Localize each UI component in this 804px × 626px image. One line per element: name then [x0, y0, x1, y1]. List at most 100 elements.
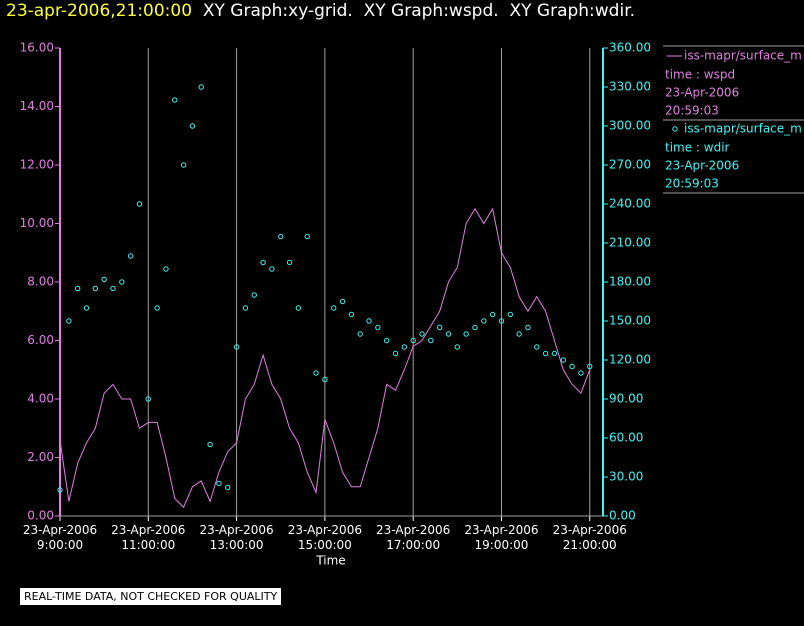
wdir-point [436, 324, 443, 331]
x-tick-label: 23-Apr-2006 13:00:00 [199, 523, 274, 552]
y2-tick-label: 360.00 [609, 41, 651, 55]
wdir-point [295, 305, 302, 311]
wdir-point [242, 305, 249, 311]
wdir-point [225, 484, 231, 491]
wdir-point [472, 324, 478, 331]
quality-note: REAL-TIME DATA, NOT CHECKED FOR QUALITY [20, 588, 282, 605]
wdir-point [489, 311, 496, 318]
wdir-point [445, 331, 452, 337]
wdir-point [313, 370, 319, 376]
y2-tick-label: 270.00 [609, 158, 651, 172]
wdir-point [507, 311, 513, 318]
wdir-point [357, 331, 363, 337]
wdir-point [322, 376, 328, 383]
y-tick-label: 12.00 [20, 158, 54, 172]
x-tick-label: 23-Apr-2006 9:00:00 [22, 523, 98, 552]
wdir-point [525, 324, 531, 331]
wdir-point [428, 337, 434, 344]
y2-tick-label: 240.00 [609, 197, 651, 211]
wdir-point [233, 344, 240, 350]
y2-tick-label: 120.00 [609, 353, 651, 367]
legend-detail: time : wdir [665, 141, 730, 155]
title-time: 23-apr-2006,21:00:00 [6, 1, 193, 21]
legend-swatch [672, 126, 678, 132]
wdir-point [74, 285, 81, 292]
wdir-point [560, 357, 566, 363]
y-tick-label: 14.00 [20, 99, 54, 113]
wdir-point [348, 311, 355, 318]
wdir-point [154, 305, 160, 311]
wdir-point [516, 331, 522, 337]
wdir-point [83, 305, 90, 311]
wdir-point [251, 292, 257, 298]
x-tick-label: 23-Apr-2006 11:00:00 [111, 523, 186, 552]
y2-tick-label: 300.00 [609, 119, 651, 133]
wdir-point [286, 259, 293, 266]
y-tick-label: 8.00 [27, 275, 54, 289]
legend-detail: 20:59:03 [665, 177, 719, 191]
wdir-point [278, 233, 284, 240]
y-tick-label: 6.00 [27, 333, 54, 347]
wdir-point [481, 318, 487, 324]
y-tick-label: 4.00 [27, 392, 54, 406]
wdir-point [163, 266, 169, 272]
wdir-point [551, 350, 558, 357]
wdir-point [419, 331, 425, 337]
wdir-point [366, 318, 372, 324]
wdir-point [578, 370, 584, 376]
wdir-point [207, 441, 213, 448]
y2-tick-label: 210.00 [609, 236, 651, 250]
legend-label: iss-mapr/surface_m [684, 122, 802, 136]
y2-tick-label: 30.00 [609, 470, 643, 484]
wdir-point [463, 331, 469, 337]
title: 23-apr-2006,21:00:00 XY Graph:xy-grid. X… [6, 1, 635, 21]
wdir-point [534, 344, 540, 350]
wdir-point [331, 305, 337, 311]
wdir-point [498, 318, 505, 324]
wdir-point [269, 266, 275, 272]
wdir-point [92, 285, 99, 292]
y-tick-label: 16.00 [20, 41, 54, 55]
y2-tick-label: 180.00 [609, 275, 651, 289]
y2-tick-label: 330.00 [609, 80, 651, 94]
y2-tick-label: 150.00 [609, 314, 651, 328]
wdir-point [375, 324, 381, 331]
y-tick-label: 0.00 [27, 509, 54, 523]
wdir-point [66, 318, 72, 324]
y-tick-label: 10.00 [20, 216, 54, 230]
wdir-point [569, 363, 575, 370]
wdir-point [401, 344, 408, 350]
legend-detail: 20:59:03 [665, 104, 719, 118]
y2-tick-label: 60.00 [609, 431, 643, 445]
wdir-point [383, 337, 390, 344]
wdir-point [127, 253, 134, 259]
y2-tick-label: 90.00 [609, 392, 643, 406]
wdir-point [304, 233, 310, 240]
wdir-point [454, 344, 461, 350]
x-axis-label: Time [315, 554, 345, 568]
x-tick-label: 23-Apr-2006 19:00:00 [464, 523, 539, 552]
wdir-point [542, 350, 549, 357]
wdir-point [145, 396, 151, 402]
wdir-point [410, 337, 416, 344]
y-tick-label: 2.00 [27, 450, 54, 464]
x-tick-label: 23-Apr-2006 15:00:00 [287, 523, 362, 552]
legend-label: iss-mapr/surface_m [684, 49, 802, 63]
subtitle: XY Graph:xy-grid. XY Graph:wspd. XY Grap… [202, 1, 636, 21]
wdir-point [136, 201, 143, 207]
wdir-point [189, 123, 196, 129]
legend-detail: 23-Apr-2006 [665, 86, 739, 100]
wspd-line [59, 207, 591, 509]
x-tick-label: 23-Apr-2006 21:00:00 [552, 523, 627, 552]
wdir-point [180, 162, 187, 168]
wdir-point [110, 285, 116, 292]
wdir-point [101, 276, 107, 283]
legend-detail: 23-Apr-2006 [665, 159, 739, 173]
wdir-point [339, 298, 346, 305]
legend-detail: time : wspd [665, 68, 735, 82]
wdir-point [57, 487, 63, 493]
wdir-point [392, 350, 399, 357]
y2-tick-label: 0.00 [609, 509, 636, 523]
wdir-point [198, 84, 204, 90]
